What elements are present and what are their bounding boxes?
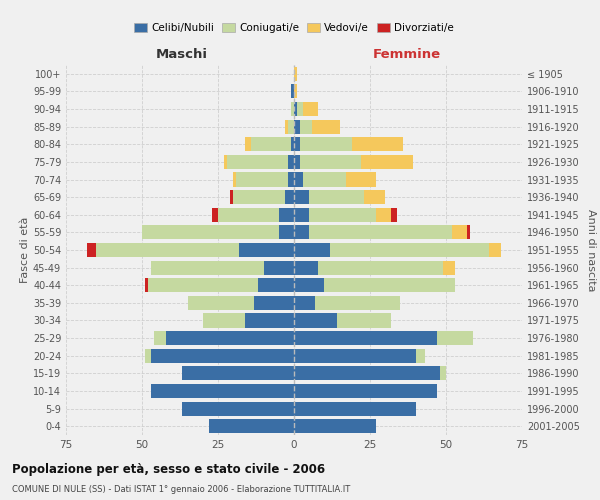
Bar: [297, 102, 303, 116]
Text: Popolazione per età, sesso e stato civile - 2006: Popolazione per età, sesso e stato civil…: [12, 462, 325, 475]
Bar: [87, 243, 97, 257]
Bar: [452, 226, 467, 239]
Bar: [294, 278, 325, 292]
Bar: [300, 155, 361, 169]
Bar: [209, 419, 294, 433]
Bar: [285, 190, 294, 204]
Bar: [364, 190, 385, 204]
Bar: [224, 155, 227, 169]
Bar: [294, 348, 416, 363]
Bar: [361, 155, 413, 169]
Bar: [294, 190, 309, 204]
Bar: [288, 172, 294, 186]
Bar: [437, 331, 473, 345]
Bar: [154, 331, 166, 345]
Bar: [285, 120, 288, 134]
Bar: [346, 172, 376, 186]
Bar: [236, 172, 288, 186]
Bar: [227, 155, 288, 169]
Bar: [312, 120, 340, 134]
Bar: [142, 226, 279, 239]
Bar: [331, 243, 488, 257]
Bar: [294, 102, 297, 116]
Bar: [279, 208, 294, 222]
Bar: [251, 137, 291, 152]
Bar: [294, 120, 300, 134]
Bar: [416, 348, 425, 363]
Bar: [443, 260, 455, 274]
Bar: [303, 172, 346, 186]
Bar: [279, 226, 294, 239]
Text: COMUNE DI NULE (SS) - Dati ISTAT 1° gennaio 2006 - Elaborazione TUTTITALIA.IT: COMUNE DI NULE (SS) - Dati ISTAT 1° genn…: [12, 485, 350, 494]
Bar: [291, 84, 294, 98]
Bar: [182, 366, 294, 380]
Bar: [294, 67, 297, 81]
Bar: [151, 260, 263, 274]
Bar: [294, 84, 297, 98]
Bar: [166, 331, 294, 345]
Bar: [254, 296, 294, 310]
Y-axis label: Fasce di età: Fasce di età: [20, 217, 30, 283]
Bar: [325, 278, 455, 292]
Bar: [309, 190, 364, 204]
Bar: [145, 348, 151, 363]
Bar: [182, 402, 294, 415]
Bar: [309, 208, 376, 222]
Bar: [337, 314, 391, 328]
Bar: [303, 102, 319, 116]
Bar: [294, 384, 437, 398]
Bar: [294, 366, 440, 380]
Bar: [148, 278, 257, 292]
Bar: [376, 208, 391, 222]
Bar: [233, 190, 285, 204]
Bar: [294, 226, 309, 239]
Text: Femmine: Femmine: [373, 48, 440, 62]
Bar: [188, 296, 254, 310]
Bar: [291, 102, 294, 116]
Bar: [288, 155, 294, 169]
Bar: [467, 226, 470, 239]
Bar: [294, 260, 319, 274]
Bar: [291, 137, 294, 152]
Legend: Celibi/Nubili, Coniugati/e, Vedovi/e, Divorziati/e: Celibi/Nubili, Coniugati/e, Vedovi/e, Di…: [130, 18, 458, 37]
Text: Maschi: Maschi: [155, 48, 208, 62]
Bar: [294, 208, 309, 222]
Bar: [440, 366, 446, 380]
Bar: [352, 137, 403, 152]
Bar: [315, 296, 400, 310]
Bar: [245, 137, 251, 152]
Bar: [218, 208, 279, 222]
Bar: [294, 155, 300, 169]
Bar: [245, 314, 294, 328]
Bar: [212, 208, 218, 222]
Bar: [294, 172, 303, 186]
Bar: [294, 331, 437, 345]
Bar: [488, 243, 501, 257]
Bar: [263, 260, 294, 274]
Bar: [97, 243, 239, 257]
Bar: [294, 296, 315, 310]
Bar: [294, 243, 331, 257]
Bar: [145, 278, 148, 292]
Bar: [203, 314, 245, 328]
Bar: [294, 314, 337, 328]
Bar: [233, 172, 236, 186]
Bar: [239, 243, 294, 257]
Bar: [294, 137, 300, 152]
Bar: [300, 137, 352, 152]
Bar: [319, 260, 443, 274]
Bar: [288, 120, 294, 134]
Bar: [151, 384, 294, 398]
Bar: [300, 120, 312, 134]
Bar: [391, 208, 397, 222]
Bar: [309, 226, 452, 239]
Bar: [294, 402, 416, 415]
Bar: [257, 278, 294, 292]
Bar: [151, 348, 294, 363]
Bar: [294, 419, 376, 433]
Bar: [230, 190, 233, 204]
Y-axis label: Anni di nascita: Anni di nascita: [586, 209, 596, 291]
